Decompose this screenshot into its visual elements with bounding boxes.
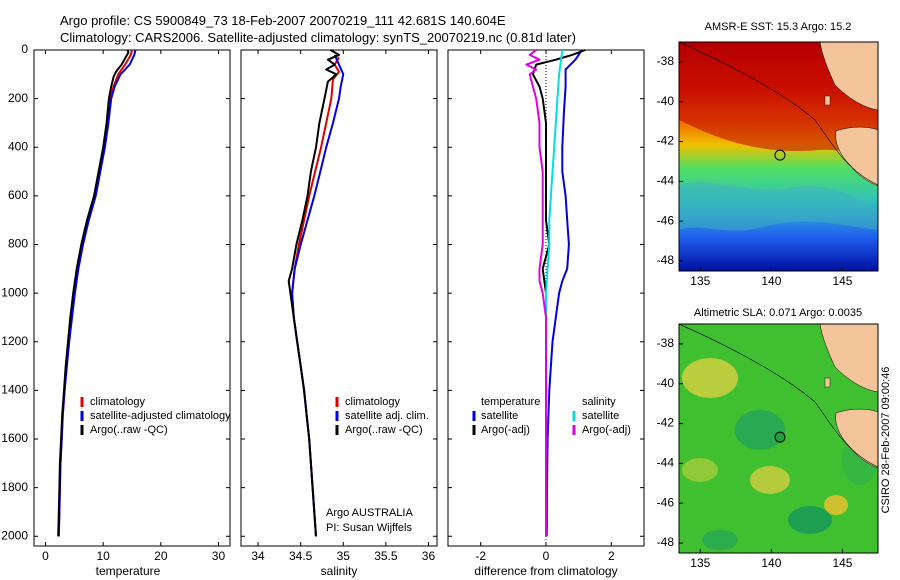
sst_map-ytick-label: -40 bbox=[657, 94, 675, 108]
sla-tasmania bbox=[835, 408, 878, 469]
salinity-legend: climatology satellite adj. clim. Argo(..… bbox=[335, 396, 429, 436]
sst_map-ytick-label: -38 bbox=[657, 54, 675, 68]
depth-ytick-label: 600 bbox=[8, 188, 28, 202]
legend-temp-clim: climatology bbox=[90, 396, 146, 408]
depth-ytick-label: 1000 bbox=[1, 285, 28, 299]
sst-map bbox=[679, 42, 878, 271]
header-line2: Climatology: CARS2006. Satellite-adjuste… bbox=[60, 30, 576, 45]
legend-diff-temp-title: temperature bbox=[481, 396, 540, 408]
sla_map-xtick-label: 140 bbox=[761, 556, 781, 570]
sst-map-frame bbox=[678, 41, 879, 272]
legend-temp-sat: satellite-adjusted climatology bbox=[90, 410, 231, 422]
sst_map-ytick-label: -44 bbox=[657, 174, 675, 188]
pi-note: PI: Susan Wijffels bbox=[326, 522, 412, 534]
difference-legend: temperature salinity satellite Argo(-adj… bbox=[472, 396, 631, 436]
temperature-series-line-2 bbox=[57, 49, 130, 537]
depth-ytick-label: 1600 bbox=[1, 431, 28, 445]
sst_map-argo-marker bbox=[774, 149, 786, 161]
legend-diff-sal-argo: Argo(-adj) bbox=[582, 424, 631, 436]
difference-xtick-label: -2 bbox=[475, 549, 486, 563]
sst_map-xtick-label: 140 bbox=[761, 274, 781, 288]
depth-ytick-label: 1800 bbox=[1, 480, 28, 494]
temperature-legend: climatology satellite-adjusted climatolo… bbox=[80, 396, 231, 436]
sla-shelf-contour bbox=[679, 324, 878, 468]
header-line1: Argo profile: CS 5900849_73 18-Feb-2007 … bbox=[60, 13, 506, 28]
depth-ytick-label: 0 bbox=[21, 42, 28, 56]
temperature-xtick-label: 20 bbox=[154, 549, 168, 563]
sla_map-xtick-label: 135 bbox=[690, 556, 710, 570]
difference-xlabel: difference from climatology bbox=[474, 564, 617, 578]
depth-ytick-label: 800 bbox=[8, 237, 28, 251]
legend-sal-clim: climatology bbox=[345, 396, 401, 408]
csiro-timestamp: CSIRO 28-Feb-2007 09:00:46 bbox=[880, 367, 892, 514]
salinity-series-line-2 bbox=[287, 49, 340, 537]
salinity-xlabel: salinity bbox=[321, 564, 358, 578]
sst_map-ytick-label: -48 bbox=[657, 253, 675, 267]
temperature-xlabel: temperature bbox=[96, 564, 161, 578]
salinity-xtick-label: 35.5 bbox=[374, 549, 398, 563]
temperature-axes bbox=[33, 49, 231, 547]
legend-sal-sat: satellite adj. clim. bbox=[345, 410, 429, 422]
temperature-xtick-label: 10 bbox=[96, 549, 110, 563]
sla_map-xtick-label: 145 bbox=[832, 556, 852, 570]
legend-sal-argo: Argo(..raw -QC) bbox=[345, 424, 423, 436]
sla_map-ytick-label: -46 bbox=[657, 495, 675, 509]
depth-ytick-label: 1400 bbox=[1, 383, 28, 397]
argo-australia-note: Argo AUSTRALIA bbox=[326, 507, 413, 519]
sst_map-xtick-label: 135 bbox=[690, 274, 710, 288]
sla-landmass bbox=[819, 324, 878, 393]
temperature-xtick-label: 30 bbox=[212, 549, 226, 563]
sst_map-ytick-label: -46 bbox=[657, 213, 675, 227]
sla_map-ytick-label: -38 bbox=[657, 336, 675, 350]
sla-map-frame bbox=[678, 323, 879, 554]
sst-tasmania bbox=[835, 126, 878, 187]
depth-ytick-label: 400 bbox=[8, 139, 28, 153]
temperature-xtick-label: 0 bbox=[42, 549, 49, 563]
difference-xtick-label: 2 bbox=[608, 549, 615, 563]
sst-map-title: AMSR-E SST: 15.3 Argo: 15.2 bbox=[705, 21, 852, 33]
difference-series-line-0 bbox=[545, 49, 583, 537]
salinity-xtick-label: 34.5 bbox=[289, 549, 313, 563]
salinity-axes bbox=[240, 49, 438, 547]
legend-diff-temp-sat: satellite bbox=[481, 410, 518, 422]
depth-ytick-label: 2000 bbox=[1, 528, 28, 542]
difference-series-line-3 bbox=[525, 49, 547, 537]
sla_map-ytick-label: -40 bbox=[657, 376, 675, 390]
difference-xtick-label: 0 bbox=[543, 549, 550, 563]
depth-ytick-label: 1200 bbox=[1, 334, 28, 348]
sla-map-title: Altimetric SLA: 0.071 Argo: 0.0035 bbox=[694, 307, 862, 319]
salinity-xtick-label: 34 bbox=[251, 549, 265, 563]
legend-temp-argo: Argo(..raw -QC) bbox=[90, 424, 168, 436]
salinity-xtick-label: 36 bbox=[422, 549, 436, 563]
sla_map-ytick-label: -42 bbox=[657, 416, 675, 430]
legend-diff-temp-argo: Argo(-adj) bbox=[481, 424, 530, 436]
sla_map-ytick-label: -48 bbox=[657, 535, 675, 549]
salinity-xtick-label: 35 bbox=[337, 549, 351, 563]
sst_map-ytick-label: -42 bbox=[657, 134, 675, 148]
sst-landmass bbox=[819, 42, 878, 111]
depth-ytick-label: 200 bbox=[8, 91, 28, 105]
sst-shelf-contour bbox=[679, 42, 878, 186]
legend-diff-sal-sat: satellite bbox=[582, 410, 619, 422]
sst_map-xtick-label: 145 bbox=[832, 274, 852, 288]
sla_map-argo-marker bbox=[774, 431, 786, 443]
legend-diff-sal-title: salinity bbox=[582, 396, 616, 408]
sla_map-ytick-label: -44 bbox=[657, 456, 675, 470]
